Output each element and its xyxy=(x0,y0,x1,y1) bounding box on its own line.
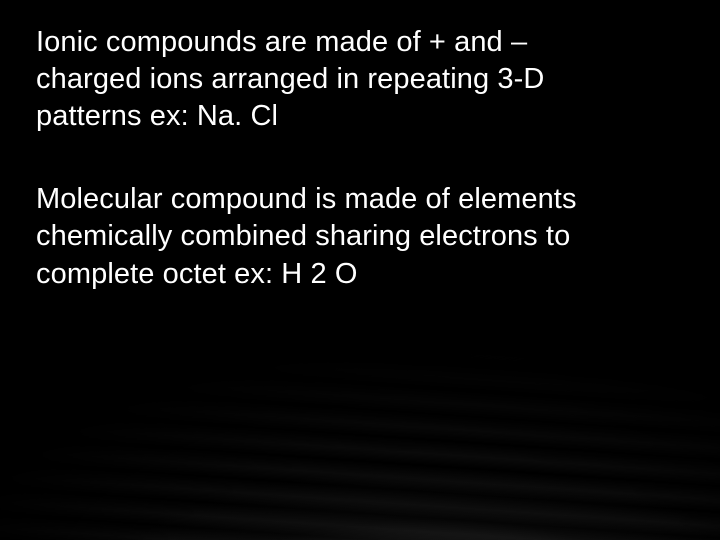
slide-text: Ionic compounds are made of + and – char… xyxy=(36,24,640,293)
paragraph-molecular: Molecular compound is made of elements c… xyxy=(36,181,640,292)
paragraph-ionic: Ionic compounds are made of + and – char… xyxy=(36,24,640,135)
slide: Ionic compounds are made of + and – char… xyxy=(0,0,720,540)
